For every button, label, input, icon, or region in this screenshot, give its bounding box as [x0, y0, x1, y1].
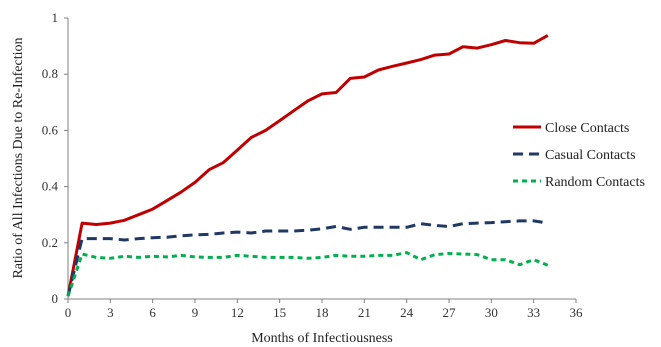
axes	[67, 18, 576, 300]
x-tick-label: 27	[443, 305, 457, 320]
x-tick-label: 18	[316, 305, 329, 320]
y-tick-label: 0.8	[42, 66, 58, 81]
x-tick-label: 9	[192, 305, 199, 320]
y-tick-label: 0.6	[42, 122, 59, 137]
x-tick-label: 0	[65, 305, 72, 320]
x-tick-label: 21	[358, 305, 371, 320]
legend-label: Casual Contacts	[545, 148, 636, 163]
x-tick-label: 36	[570, 305, 584, 320]
x-tick-label: 30	[485, 305, 498, 320]
x-tick-label: 12	[231, 305, 244, 320]
y-tick-label: 0.2	[42, 235, 58, 250]
y-tick-label: 0.4	[42, 179, 59, 194]
y-ticks: 0 0.2 0.4 0.6 0.8 1	[42, 10, 68, 306]
y-tick-label: 0	[52, 291, 59, 306]
x-tick-label: 3	[107, 305, 114, 320]
x-tick-label: 15	[273, 305, 286, 320]
series-line-random-contacts	[66, 251, 549, 297]
legend: Close Contacts Casual Contacts Random Cont…	[513, 121, 645, 190]
x-tick-label: 33	[527, 305, 540, 320]
series-lines	[66, 34, 549, 297]
legend-label: Close Contacts	[545, 121, 629, 136]
x-ticks: 0 3 6 9 12 15 18 21 24 27 30 33 36	[65, 299, 583, 320]
x-tick-label: 24	[400, 305, 414, 320]
y-axis-label: Ratio of All Infections Due to Re-Infect…	[11, 37, 26, 278]
legend-label: Random Contacts	[545, 175, 645, 190]
series-line-close-contacts	[66, 34, 549, 297]
x-axis-label: Months of Infectiousness	[251, 331, 393, 346]
y-tick-label: 1	[52, 10, 59, 25]
x-tick-label: 6	[149, 305, 156, 320]
